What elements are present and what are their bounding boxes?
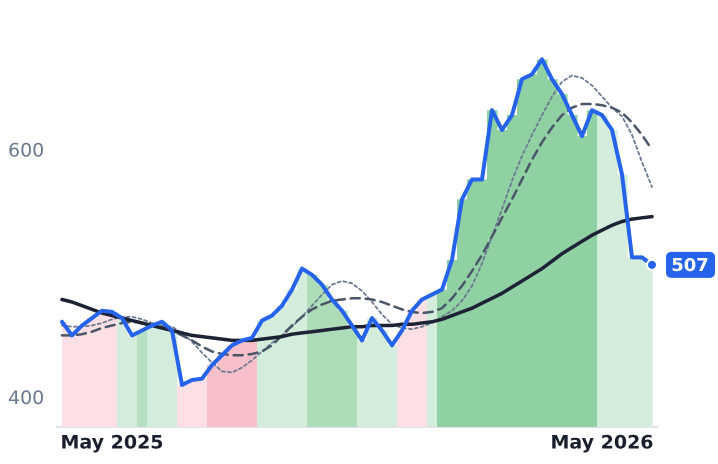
area-column <box>557 94 568 427</box>
line-series <box>60 102 654 357</box>
area-column <box>67 335 78 427</box>
price-label: 507 <box>671 255 709 276</box>
area-column <box>157 321 168 427</box>
area-column <box>417 299 428 427</box>
area-column <box>607 129 618 427</box>
area-column <box>427 294 438 427</box>
area-column <box>517 79 528 427</box>
area-column <box>227 345 238 427</box>
area-column <box>587 110 598 427</box>
area-column <box>407 310 418 427</box>
area-column <box>527 74 538 428</box>
line-series <box>60 57 654 387</box>
area-column <box>347 325 358 427</box>
area-column <box>507 115 518 428</box>
area-column <box>167 330 178 427</box>
x-tick-label: May 2026 <box>550 432 653 454</box>
area-column <box>127 335 138 427</box>
area-column <box>117 318 128 427</box>
area-column <box>77 325 88 427</box>
area-column <box>297 268 308 427</box>
area-column <box>627 257 638 427</box>
area-column <box>317 284 328 427</box>
line-series <box>61 74 653 374</box>
area-column <box>637 257 648 427</box>
area-column <box>97 310 108 427</box>
area-column <box>447 259 458 427</box>
area-column <box>377 330 388 427</box>
area-column <box>577 136 588 427</box>
y-tick-label: 400 <box>8 387 44 409</box>
area-column <box>217 355 228 427</box>
price-badge <box>666 251 715 278</box>
area-column <box>397 330 408 427</box>
area-column <box>277 305 288 427</box>
area-column <box>357 340 368 427</box>
area-column <box>237 340 248 427</box>
area-column <box>467 179 478 427</box>
area-column <box>87 318 98 427</box>
area-column <box>267 315 278 427</box>
area-column <box>617 174 628 427</box>
area-column <box>197 378 208 427</box>
y-tick-label: 600 <box>8 139 44 161</box>
area-column <box>307 274 318 427</box>
x-tick-label: May 2025 <box>60 432 163 454</box>
area-column <box>547 79 558 427</box>
area-column <box>487 110 498 427</box>
area-column <box>337 310 348 427</box>
area-column <box>387 345 398 427</box>
area-column <box>567 115 578 428</box>
area-column <box>597 115 608 428</box>
area-column <box>437 289 448 427</box>
area-column <box>147 325 158 427</box>
area-column <box>537 59 548 428</box>
area-column <box>287 289 298 427</box>
area-column <box>207 365 218 427</box>
area-column <box>107 311 118 427</box>
area-column <box>247 337 258 427</box>
area-column <box>62 321 68 427</box>
area-column <box>367 318 378 427</box>
area-column <box>647 264 653 427</box>
area-column <box>257 320 268 427</box>
line-series <box>60 214 654 343</box>
area-column <box>177 384 188 427</box>
area-column <box>137 330 148 427</box>
area-column <box>187 379 198 427</box>
last-point <box>646 258 658 271</box>
area-column <box>327 299 338 427</box>
area-column <box>497 129 508 427</box>
